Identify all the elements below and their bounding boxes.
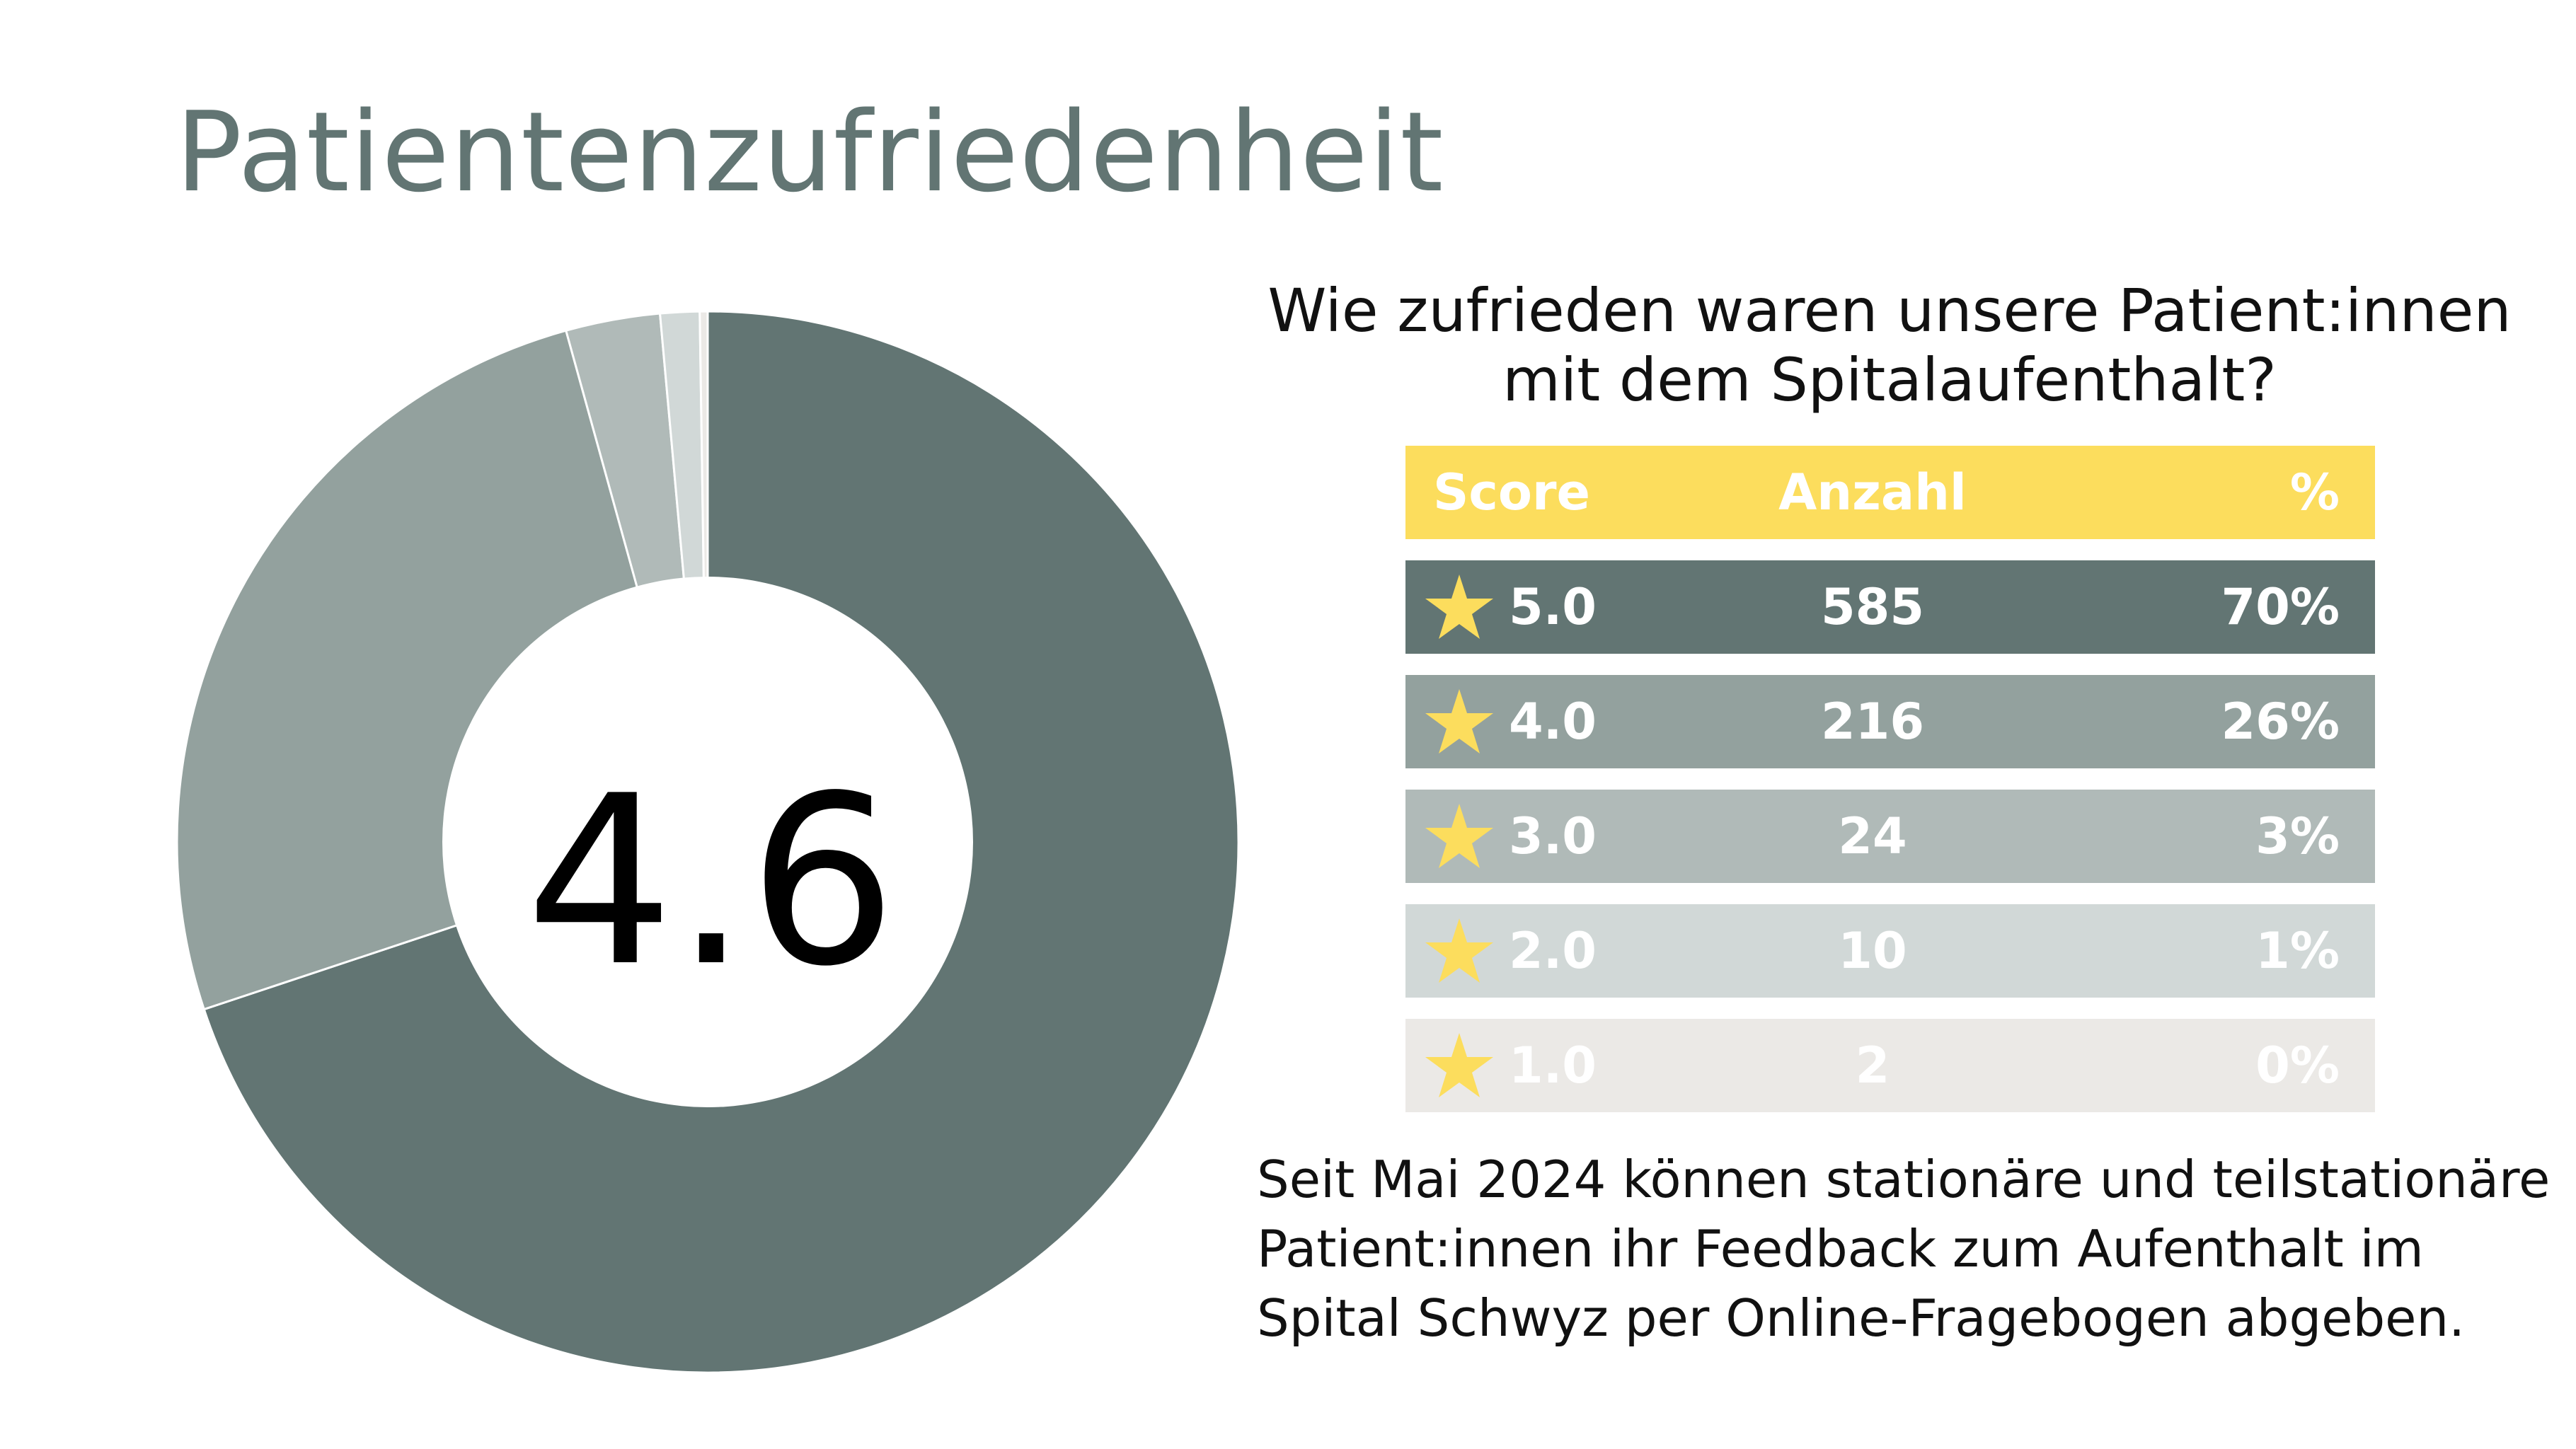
score-cell: 3.0: [1405, 790, 1639, 883]
score-cell: 4.0: [1405, 675, 1639, 768]
header-score: Score: [1433, 463, 1590, 521]
header-percent: %: [2289, 463, 2340, 521]
count-cell: 585: [1820, 578, 1925, 636]
question-line-2: mit dem Spitalaufenthalt?: [1502, 345, 2277, 415]
star-icon: [1425, 918, 1493, 983]
star-icon: [1425, 1033, 1493, 1097]
percent-cell: 3%: [2255, 807, 2340, 865]
count-cell: 2: [1855, 1037, 1890, 1095]
table-row-score-4: 4.0 216 26%: [1405, 675, 2375, 768]
count-cell: 24: [1838, 807, 1907, 865]
count-cell: 216: [1820, 693, 1925, 751]
donut-chart: 4.6: [177, 310, 1238, 1374]
score-value: 3.0: [1509, 807, 1597, 865]
donut-center-label: 4.6: [526, 746, 897, 1017]
count-cell: 10: [1838, 922, 1907, 980]
score-cell: 5.0: [1405, 560, 1639, 654]
star-icon: [1425, 689, 1493, 754]
table-question: Wie zufrieden waren unsere Patient:innen…: [1203, 276, 2576, 415]
donut-hole: [442, 577, 973, 1107]
score-table: Score Anzahl % 5.0 585 70% 4.0 216 26% 3…: [1405, 446, 2375, 1133]
footnote-line-3: Spital Schwyz per Online-Fragebogen abge…: [1257, 1288, 2465, 1348]
table-row-score-2: 2.0 10 1%: [1405, 904, 2375, 998]
score-value: 5.0: [1509, 578, 1597, 636]
star-icon: [1425, 804, 1493, 868]
percent-cell: 1%: [2255, 922, 2340, 980]
footnote-line-1: Seit Mai 2024 können stationäre und teil…: [1257, 1150, 2551, 1209]
table-row-score-3: 3.0 24 3%: [1405, 790, 2375, 883]
header-count: Anzahl: [1778, 463, 1967, 521]
table-row-score-5: 5.0 585 70%: [1405, 560, 2375, 654]
score-cell: 2.0: [1405, 904, 1639, 998]
star-icon: [1425, 575, 1493, 639]
score-value: 2.0: [1509, 922, 1597, 980]
percent-cell: 0%: [2255, 1037, 2340, 1095]
table-header-row: Score Anzahl %: [1405, 446, 2375, 539]
score-value: 1.0: [1509, 1037, 1597, 1095]
question-line-1: Wie zufrieden waren unsere Patient:innen: [1267, 276, 2512, 345]
footnote-line-2: Patient:innen ihr Feedback zum Aufenthal…: [1257, 1219, 2424, 1278]
percent-cell: 70%: [2221, 578, 2340, 636]
footnote: Seit Mai 2024 können stationäre und teil…: [1257, 1145, 2559, 1353]
table-row-score-1: 1.0 2 0%: [1405, 1019, 2375, 1112]
page-title: Patientenzufriedenheit: [176, 88, 1444, 217]
score-value: 4.0: [1509, 693, 1597, 751]
score-cell: 1.0: [1405, 1019, 1639, 1112]
percent-cell: 26%: [2221, 693, 2340, 751]
